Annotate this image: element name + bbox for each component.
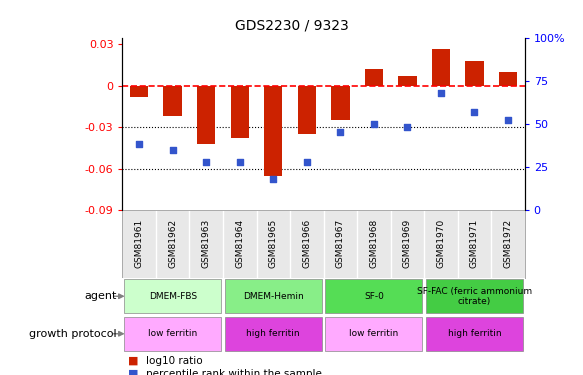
Text: GSM81961: GSM81961 bbox=[135, 219, 143, 268]
Bar bbox=[364, 69, 383, 86]
Text: percentile rank within the sample: percentile rank within the sample bbox=[146, 369, 322, 375]
Point bbox=[336, 129, 345, 135]
Point bbox=[470, 109, 479, 115]
Bar bbox=[124, 279, 222, 313]
Text: low ferritin: low ferritin bbox=[148, 329, 197, 338]
Point bbox=[369, 121, 378, 127]
Bar bbox=[398, 76, 417, 86]
Bar bbox=[130, 86, 149, 97]
Bar bbox=[325, 317, 423, 351]
Bar bbox=[224, 317, 322, 351]
Point bbox=[168, 147, 177, 153]
Text: GSM81972: GSM81972 bbox=[504, 219, 512, 268]
Bar bbox=[426, 279, 523, 313]
Text: GDS2230 / 9323: GDS2230 / 9323 bbox=[234, 19, 349, 33]
Bar bbox=[124, 317, 222, 351]
Text: growth protocol: growth protocol bbox=[29, 329, 117, 339]
Text: GSM81968: GSM81968 bbox=[370, 219, 378, 268]
Text: DMEM-Hemin: DMEM-Hemin bbox=[243, 292, 304, 301]
Text: high ferritin: high ferritin bbox=[448, 329, 501, 338]
Text: ■: ■ bbox=[128, 356, 139, 366]
Text: GSM81963: GSM81963 bbox=[202, 219, 210, 268]
Text: DMEM-FBS: DMEM-FBS bbox=[149, 292, 197, 301]
Point bbox=[202, 159, 211, 165]
Text: GSM81967: GSM81967 bbox=[336, 219, 345, 268]
Text: GSM81966: GSM81966 bbox=[303, 219, 311, 268]
Bar bbox=[325, 279, 423, 313]
Point bbox=[135, 141, 144, 147]
Text: GSM81964: GSM81964 bbox=[236, 219, 244, 268]
Text: SF-0: SF-0 bbox=[364, 292, 384, 301]
Text: GSM81965: GSM81965 bbox=[269, 219, 278, 268]
Text: GSM81971: GSM81971 bbox=[470, 219, 479, 268]
Bar bbox=[230, 86, 249, 138]
Text: GSM81969: GSM81969 bbox=[403, 219, 412, 268]
Text: low ferritin: low ferritin bbox=[349, 329, 398, 338]
Bar bbox=[465, 61, 484, 86]
Point bbox=[503, 117, 512, 123]
Bar bbox=[264, 86, 283, 176]
Bar bbox=[297, 86, 316, 134]
Bar bbox=[431, 48, 450, 86]
Text: log10 ratio: log10 ratio bbox=[146, 356, 202, 366]
Point bbox=[436, 90, 445, 96]
Text: high ferritin: high ferritin bbox=[247, 329, 300, 338]
Bar bbox=[163, 86, 182, 116]
Point bbox=[235, 159, 244, 165]
Point bbox=[403, 124, 412, 130]
Point bbox=[302, 159, 311, 165]
Text: agent: agent bbox=[84, 291, 117, 301]
Text: GSM81970: GSM81970 bbox=[437, 219, 445, 268]
Text: SF-FAC (ferric ammonium
citrate): SF-FAC (ferric ammonium citrate) bbox=[417, 286, 532, 306]
Point bbox=[269, 176, 278, 182]
Bar bbox=[224, 279, 322, 313]
Bar bbox=[331, 86, 350, 120]
Bar bbox=[498, 72, 517, 86]
Text: ■: ■ bbox=[128, 369, 139, 375]
Bar bbox=[197, 86, 216, 144]
Bar bbox=[426, 317, 523, 351]
Text: GSM81962: GSM81962 bbox=[168, 219, 177, 268]
